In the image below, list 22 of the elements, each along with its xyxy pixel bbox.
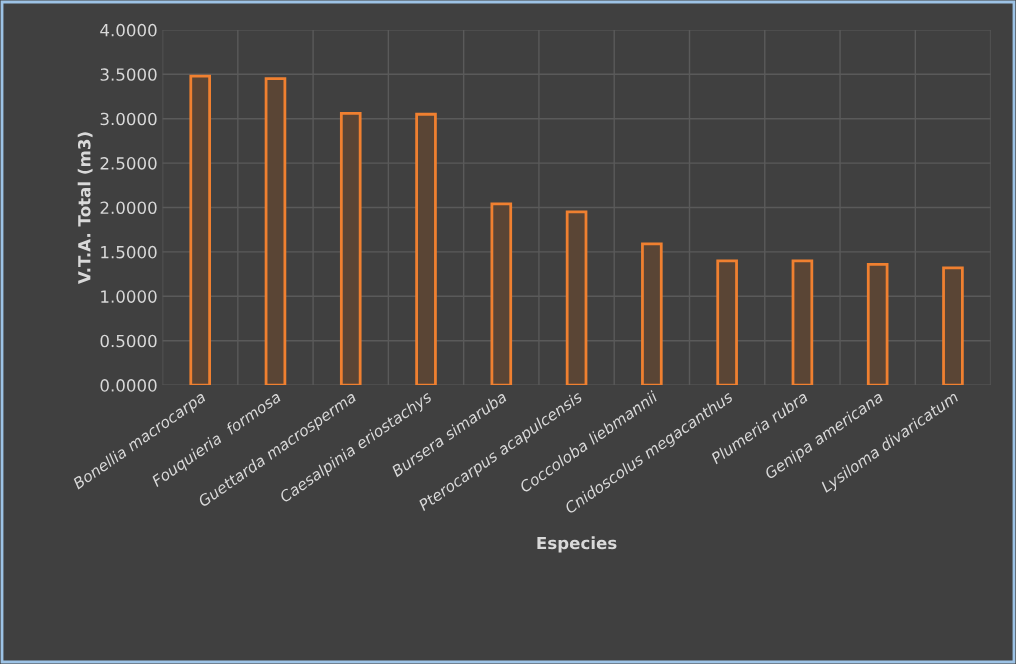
- bar: [791, 259, 814, 386]
- y-tick-label: 1.5000: [101, 245, 157, 259]
- y-tick-label: 2.0000: [100, 201, 157, 215]
- bar: [942, 266, 964, 386]
- bar: [490, 202, 513, 386]
- bar: [641, 242, 663, 386]
- y-tick-label: 3.0000: [100, 112, 157, 126]
- y-tick-label: 0.5000: [100, 334, 157, 348]
- bar: [415, 112, 437, 386]
- bar: [866, 262, 889, 386]
- y-tick-label: 1.0000: [101, 290, 157, 303]
- y-tick-label: 4.0000: [100, 23, 157, 37]
- y-axis-title: V.T.A. Total (m3): [77, 132, 93, 284]
- y-tick-label: 0.0000: [100, 379, 157, 392]
- x-axis-title: Especies: [537, 536, 617, 553]
- bar: [565, 210, 588, 386]
- bar: [189, 74, 211, 386]
- bar: [264, 77, 287, 386]
- bar: [339, 111, 362, 386]
- y-tick-label: 2.5000: [100, 157, 157, 170]
- bar: [716, 259, 738, 386]
- y-tick-label: 3.5000: [100, 68, 157, 81]
